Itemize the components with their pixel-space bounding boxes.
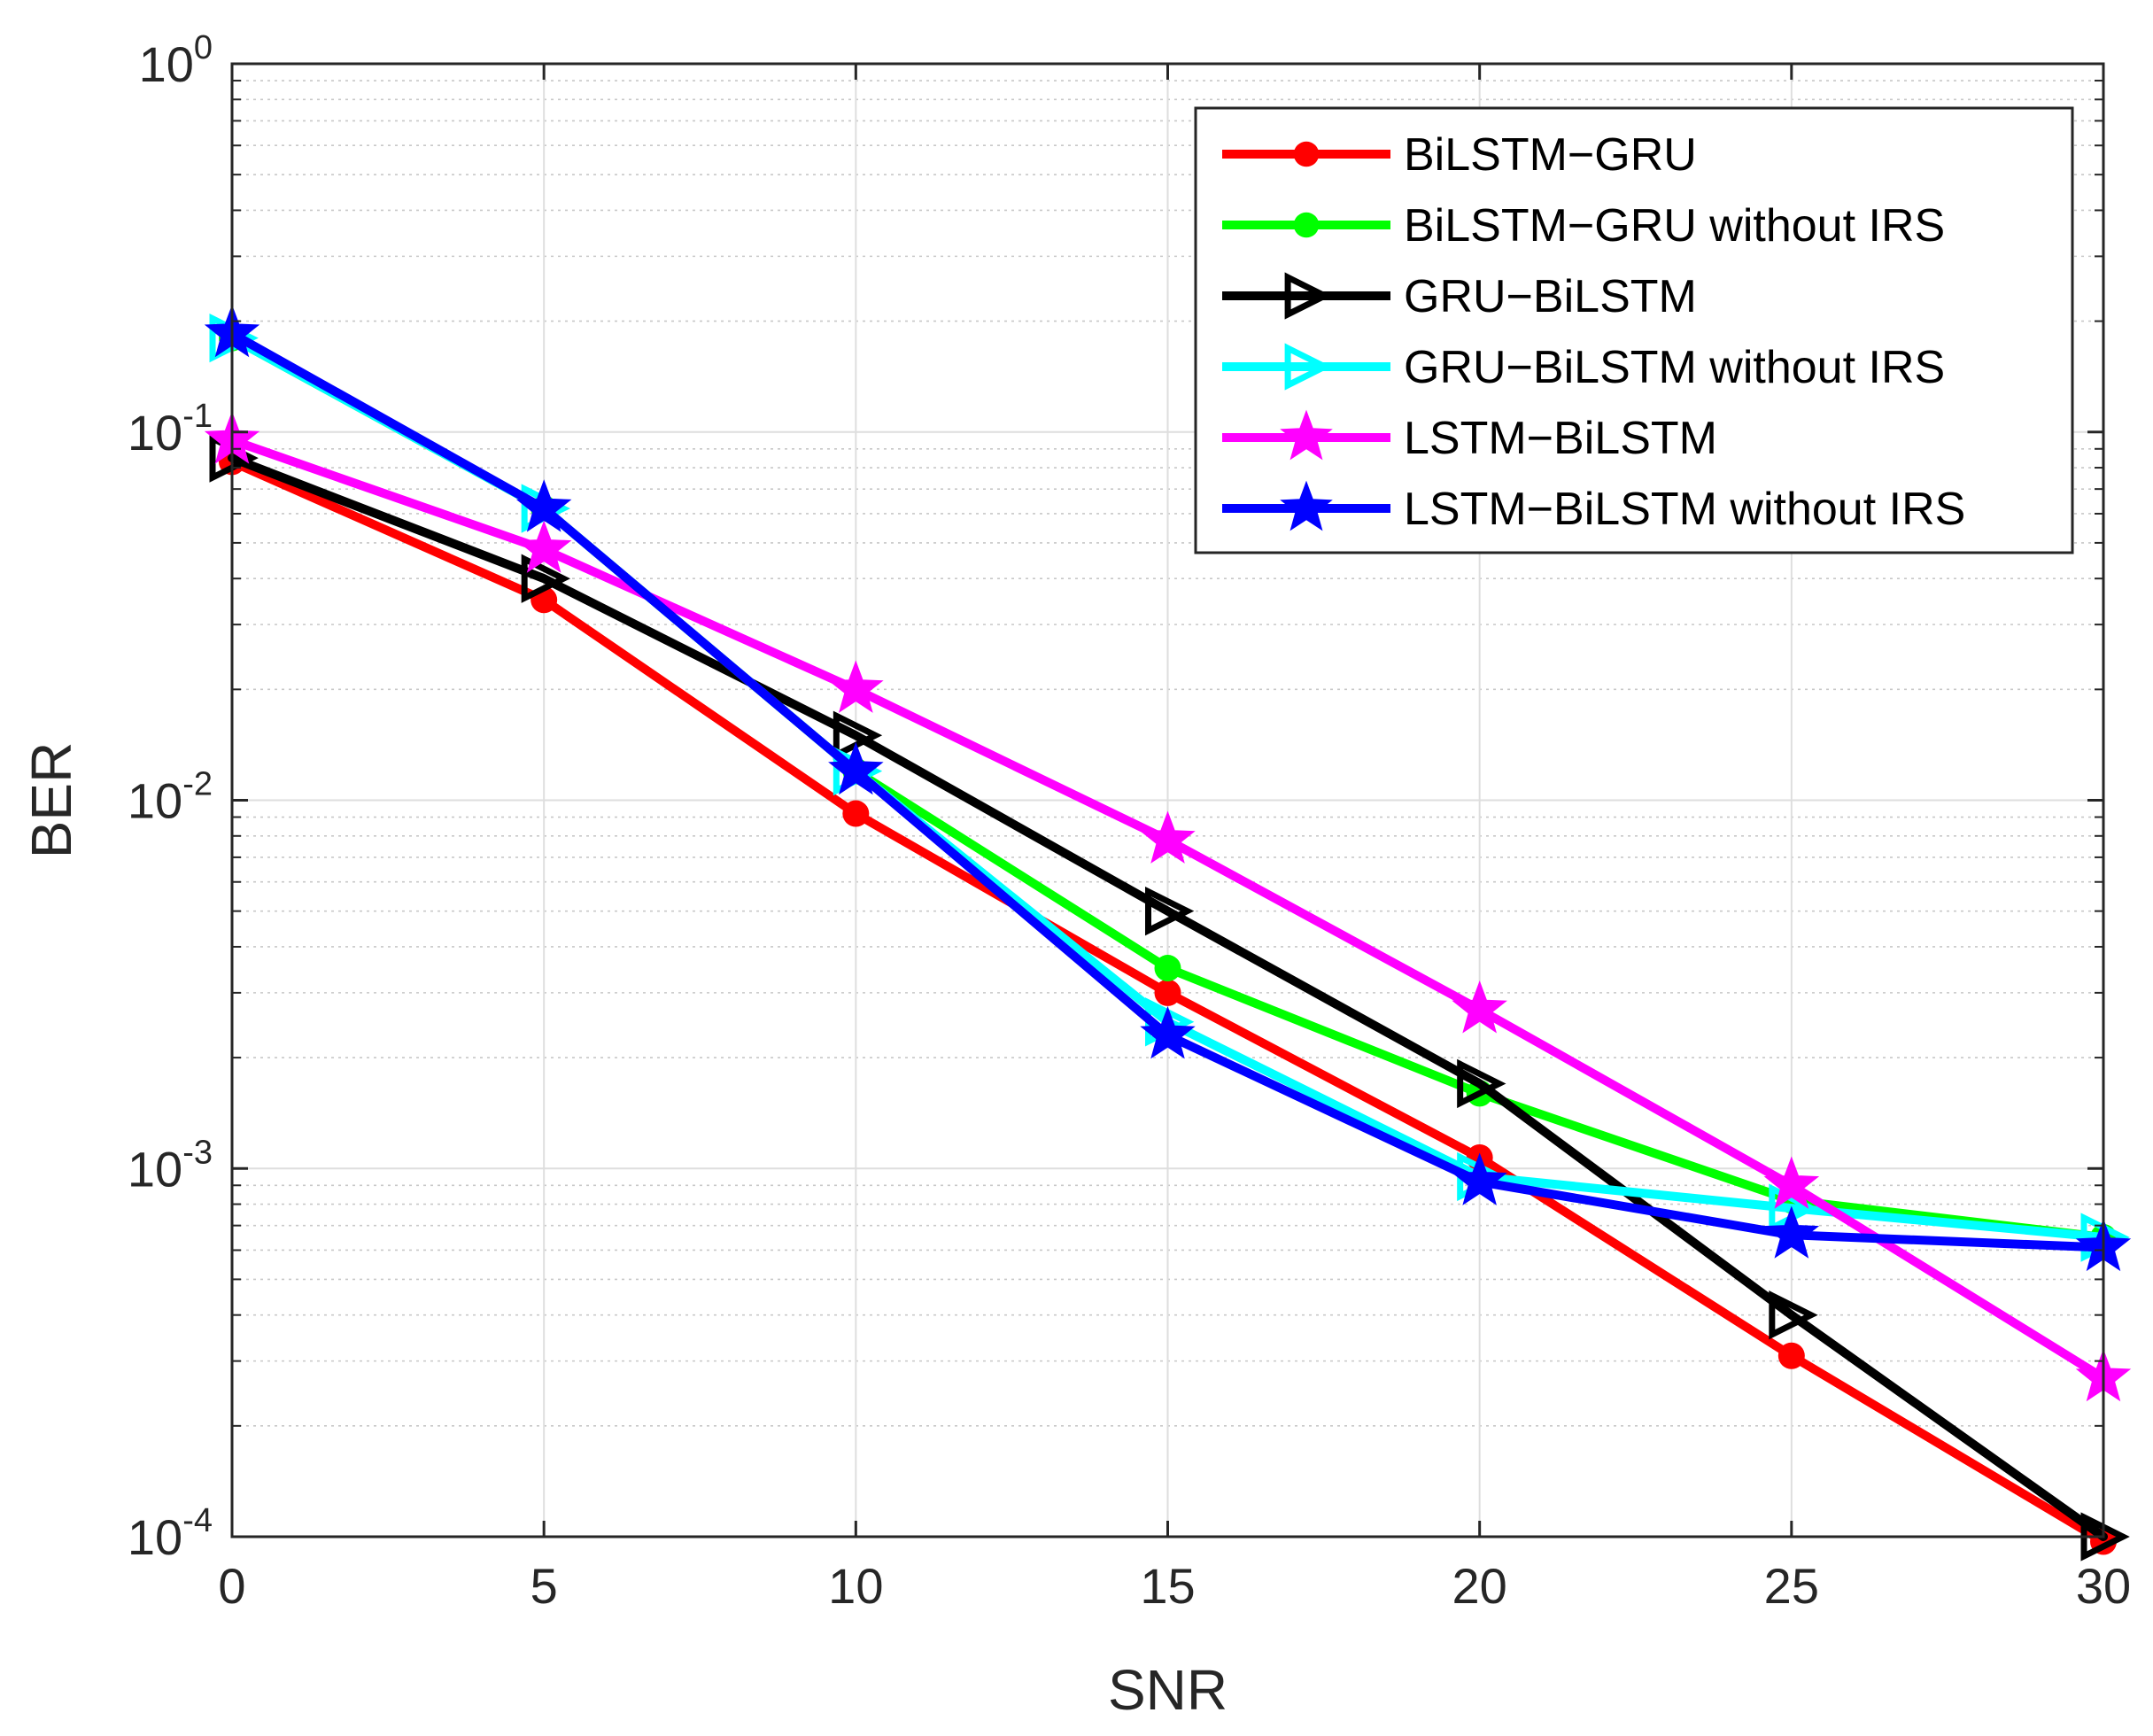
y-tick-label: 10-2	[128, 766, 213, 829]
data-point-star	[1280, 480, 1333, 531]
legend-label: BiLSTM−GRU without IRS	[1404, 200, 1945, 252]
x-tick-label: 25	[1764, 1558, 1819, 1614]
y-tick-label: 100	[139, 29, 213, 92]
x-tick-label: 20	[1452, 1558, 1507, 1614]
data-point-circle	[1293, 212, 1320, 238]
legend-item: GRU−BiLSTM without IRS	[1222, 342, 1945, 393]
data-point-star	[828, 741, 884, 795]
data-point-circle	[1154, 979, 1181, 1006]
data-point-star	[828, 660, 884, 713]
legend-box	[1194, 106, 2074, 554]
y-tick-label: 10-4	[128, 1502, 213, 1565]
series-layer	[204, 304, 2132, 1562]
data-point-triangle	[1145, 886, 1195, 936]
legend-label: GRU−BiLSTM without IRS	[1404, 342, 1945, 393]
x-axis-title: SNR	[1108, 1658, 1228, 1722]
data-point-triangle	[521, 554, 570, 603]
data-point-circle	[1154, 955, 1181, 982]
x-tick-label: 15	[1140, 1558, 1195, 1614]
data-point-star	[515, 520, 572, 573]
data-point-circle	[1777, 1342, 1805, 1369]
x-ticks: 0 5 10 15 20 25 30	[218, 64, 2131, 1614]
data-point-star	[1452, 980, 1507, 1034]
data-point-star	[1763, 1156, 1820, 1209]
legend-item: LSTM−BiLSTM	[1222, 409, 1717, 464]
legend-item: BiLSTM−GRU	[1222, 129, 1697, 181]
x-tick-label: 0	[218, 1558, 245, 1614]
data-point-star	[515, 479, 572, 532]
legend-label: BiLSTM−GRU	[1404, 129, 1697, 181]
data-point-circle	[842, 800, 870, 827]
series-1	[219, 448, 2117, 1555]
series-line	[228, 453, 2108, 1541]
legend-label: GRU−BiLSTM	[1404, 271, 1697, 322]
legend-item: BiLSTM−GRU without IRS	[1222, 200, 1945, 252]
data-point-triangle	[1457, 1058, 1506, 1109]
data-point-star	[1280, 409, 1333, 461]
data-point-triangle	[1284, 343, 1332, 391]
y-tick-label: 10-3	[128, 1134, 213, 1197]
data-point-star	[1140, 1006, 1196, 1059]
y-ticks: 100 10-1 10-2 10-3 10-4	[128, 29, 2103, 1565]
data-point-triangle	[1284, 272, 1332, 320]
legend-label: LSTM−BiLSTM without IRS	[1404, 484, 1965, 535]
data-point-star	[1763, 1205, 1820, 1259]
legend: BiLSTM−GRU BiLSTM−GRU without IRS GRU−BiLS…	[1194, 106, 2074, 554]
legend-label: LSTM−BiLSTM	[1404, 413, 1717, 464]
x-tick-label: 5	[531, 1558, 558, 1614]
legend-item: LSTM−BiLSTM without IRS	[1222, 480, 1965, 535]
data-point-star	[1452, 1152, 1507, 1205]
x-tick-label: 30	[2076, 1558, 2131, 1614]
legend-item: GRU−BiLSTM	[1222, 271, 1697, 322]
data-point-circle	[1293, 141, 1320, 167]
x-tick-label: 10	[828, 1558, 883, 1614]
data-point-triangle	[1769, 1290, 1818, 1340]
y-axis-title: BER	[19, 742, 83, 859]
y-tick-label: 10-1	[128, 398, 213, 461]
data-point-star	[1140, 810, 1196, 864]
